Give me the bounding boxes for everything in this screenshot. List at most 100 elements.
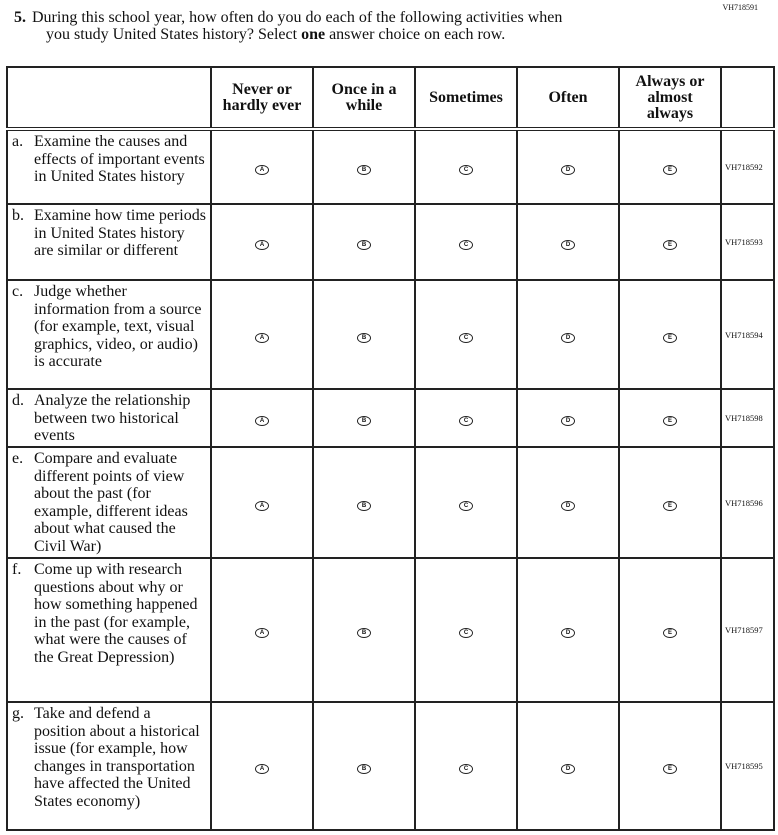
answer-cell: D	[516, 203, 620, 281]
answer-cell: B	[312, 701, 416, 831]
answer-bubble-a[interactable]: A	[255, 628, 269, 638]
answer-bubble-e[interactable]: E	[663, 764, 677, 774]
answer-cell: A	[210, 279, 314, 390]
answer-bubble-b[interactable]: B	[357, 240, 371, 250]
answer-bubble-b[interactable]: B	[357, 764, 371, 774]
answer-bubble-b[interactable]: B	[357, 416, 371, 426]
table-row: f. Come up with research questions about …	[6, 557, 775, 703]
item-text: Examine the causes and effects of import…	[34, 133, 205, 185]
form-code: VH718591	[722, 3, 758, 12]
table-row: g. Take and defend a position about a his…	[6, 701, 775, 831]
item-text: Judge whether information from a source …	[34, 283, 202, 370]
header-blank	[6, 66, 212, 131]
question-line-1: During this school year, how often do yo…	[32, 9, 563, 26]
answer-bubble-c[interactable]: C	[459, 165, 473, 175]
item-letter: f.	[12, 561, 22, 578]
question-emphasis: one	[301, 26, 326, 43]
answer-bubble-d[interactable]: D	[561, 416, 575, 426]
item-letter: a.	[12, 133, 24, 150]
answer-cell: A	[210, 446, 314, 559]
answer-bubble-c[interactable]: C	[459, 764, 473, 774]
item-letter: c.	[12, 283, 24, 300]
item-letter: g.	[12, 705, 24, 722]
answer-bubble-e[interactable]: E	[663, 500, 677, 511]
answer-cell: E	[618, 279, 722, 390]
answer-cell: B	[312, 557, 416, 703]
answer-bubble-d[interactable]: D	[561, 165, 575, 175]
answer-cell: C	[414, 388, 518, 448]
answer-bubble-d[interactable]: D	[561, 500, 575, 511]
response-grid: Never or hardly ever Once in a while Somet…	[6, 66, 775, 831]
answer-bubble-a[interactable]: A	[255, 416, 269, 426]
answer-cell: E	[618, 128, 722, 205]
answer-bubble-b[interactable]: B	[357, 165, 371, 175]
table-row: e. Compare and evaluate different points …	[6, 446, 775, 559]
answer-bubble-e[interactable]: E	[663, 240, 677, 250]
answer-cell: E	[618, 203, 722, 281]
table-row: d. Analyze the relationship between two h…	[6, 388, 775, 448]
answer-bubble-e[interactable]: E	[663, 416, 677, 426]
answer-cell: E	[618, 557, 722, 703]
answer-cell: C	[414, 203, 518, 281]
question-text: 5. During this school year, how often do …	[14, 9, 694, 43]
question-number: 5.	[14, 9, 26, 26]
answer-cell: B	[312, 128, 416, 205]
answer-cell: C	[414, 557, 518, 703]
answer-cell: E	[618, 388, 722, 448]
answer-cell: A	[210, 128, 314, 205]
answer-bubble-d[interactable]: D	[561, 332, 575, 343]
answer-bubble-c[interactable]: C	[459, 332, 473, 343]
answer-bubble-c[interactable]: C	[459, 416, 473, 426]
table-row: c. Judge whether information from a sourc…	[6, 279, 775, 390]
answer-cell: D	[516, 701, 620, 831]
answer-bubble-a[interactable]: A	[255, 764, 269, 774]
item-code: VH718592	[720, 128, 775, 205]
answer-bubble-d[interactable]: D	[561, 764, 575, 774]
item-cell: e. Compare and evaluate different points …	[6, 446, 212, 559]
column-header: Sometimes	[414, 66, 518, 131]
answer-bubble-c[interactable]: C	[459, 628, 473, 638]
answer-bubble-b[interactable]: B	[357, 500, 371, 511]
answer-bubble-d[interactable]: D	[561, 628, 575, 638]
answer-cell: A	[210, 701, 314, 831]
answer-bubble-a[interactable]: A	[255, 500, 269, 511]
answer-bubble-e[interactable]: E	[663, 165, 677, 175]
answer-bubble-b[interactable]: B	[357, 628, 371, 638]
answer-cell: D	[516, 446, 620, 559]
answer-bubble-c[interactable]: C	[459, 240, 473, 250]
item-code: VH718596	[720, 446, 775, 559]
column-header: Never or hardly ever	[210, 66, 314, 131]
item-cell: g. Take and defend a position about a his…	[6, 701, 212, 831]
answer-cell: E	[618, 701, 722, 831]
item-text: Take and defend a position about a histo…	[34, 705, 200, 810]
column-header: Often	[516, 66, 620, 131]
item-code: VH718593	[720, 203, 775, 281]
answer-cell: D	[516, 128, 620, 205]
question-line-2: you study United States history? Select …	[14, 26, 694, 43]
item-text: Examine how time periods in United State…	[34, 207, 206, 259]
item-text: Come up with research questions about wh…	[34, 561, 198, 666]
answer-bubble-d[interactable]: D	[561, 240, 575, 250]
answer-cell: B	[312, 446, 416, 559]
answer-cell: A	[210, 557, 314, 703]
answer-cell: B	[312, 203, 416, 281]
item-letter: b.	[12, 207, 24, 224]
answer-bubble-e[interactable]: E	[663, 332, 677, 343]
answer-bubble-a[interactable]: A	[255, 165, 269, 175]
answer-cell: B	[312, 279, 416, 390]
answer-bubble-a[interactable]: A	[255, 332, 269, 343]
answer-cell: C	[414, 279, 518, 390]
answer-bubble-b[interactable]: B	[357, 332, 371, 343]
item-code: VH718595	[720, 701, 775, 831]
answer-cell: B	[312, 388, 416, 448]
item-cell: f. Come up with research questions about …	[6, 557, 212, 703]
item-cell: a. Examine the causes and effects of impo…	[6, 128, 212, 205]
answer-bubble-e[interactable]: E	[663, 628, 677, 638]
answer-cell: D	[516, 557, 620, 703]
answer-bubble-c[interactable]: C	[459, 500, 473, 511]
answer-cell: E	[618, 446, 722, 559]
answer-cell: A	[210, 388, 314, 448]
answer-bubble-a[interactable]: A	[255, 240, 269, 250]
question-line-2-pre: you study United States history? Select	[46, 26, 302, 43]
item-cell: c. Judge whether information from a sourc…	[6, 279, 212, 390]
